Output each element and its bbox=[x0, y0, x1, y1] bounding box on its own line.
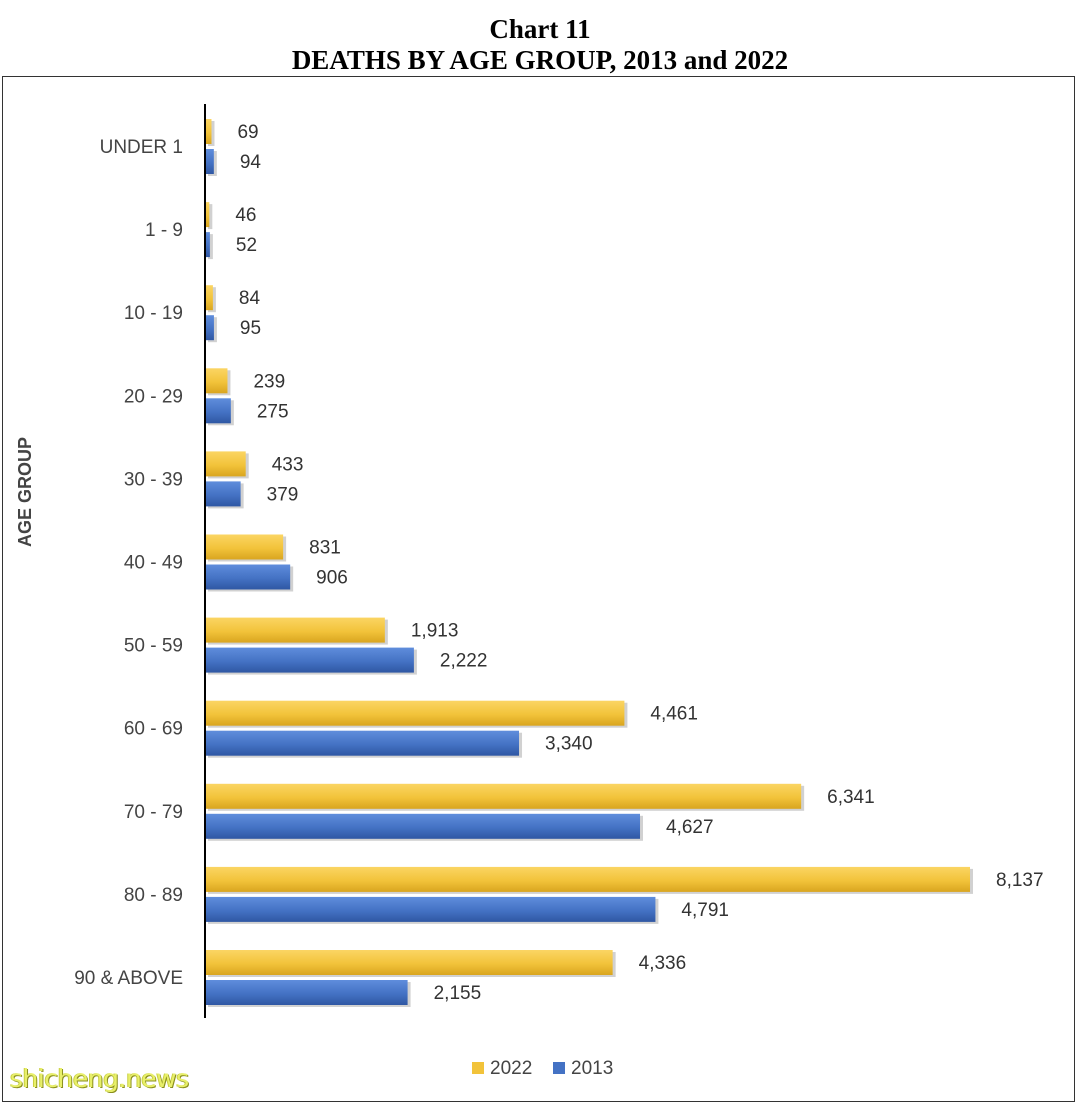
data-label: 4,627 bbox=[666, 817, 714, 838]
category-label: 30 - 39 bbox=[124, 469, 183, 490]
legend-swatch-2013 bbox=[553, 1062, 565, 1074]
data-label: 4,461 bbox=[650, 704, 698, 725]
category-label: 1 - 9 bbox=[145, 220, 183, 241]
bar-2013-3 bbox=[205, 398, 231, 424]
data-label: 906 bbox=[316, 568, 348, 589]
data-label: 84 bbox=[239, 288, 261, 309]
bar-2013-8 bbox=[205, 813, 641, 839]
bar-2013-9 bbox=[205, 896, 656, 922]
data-label: 2,222 bbox=[440, 651, 488, 672]
category-label: 10 - 19 bbox=[124, 303, 183, 324]
data-label: 275 bbox=[257, 401, 289, 422]
category-label: 50 - 59 bbox=[124, 636, 183, 657]
category-label: 20 - 29 bbox=[124, 386, 183, 407]
bar-shadow bbox=[208, 204, 213, 230]
data-label: 94 bbox=[240, 152, 262, 173]
data-label: 1,913 bbox=[411, 621, 459, 642]
bar-2013-0 bbox=[205, 149, 214, 174]
bar-2022-7 bbox=[205, 700, 625, 726]
bar-2013-7 bbox=[205, 730, 520, 756]
bar-2022-1 bbox=[205, 202, 210, 228]
chart-frame bbox=[2, 76, 1075, 1102]
category-label: 90 & ABOVE bbox=[74, 968, 183, 989]
data-label: 69 bbox=[237, 122, 258, 143]
data-label: 6,341 bbox=[827, 787, 875, 808]
category-label: UNDER 1 bbox=[100, 137, 183, 158]
data-label: 4,336 bbox=[639, 953, 687, 974]
category-label: 60 - 69 bbox=[124, 719, 183, 740]
category-label: 70 - 79 bbox=[124, 802, 183, 823]
bar-2022-9 bbox=[205, 866, 970, 892]
bar-shadow bbox=[208, 234, 213, 260]
legend: 2022 2013 bbox=[472, 1058, 613, 1079]
data-label: 831 bbox=[309, 538, 341, 559]
bar-2022-5 bbox=[205, 534, 284, 560]
chart-title: Chart 11 bbox=[489, 14, 591, 44]
bar-2022-2 bbox=[205, 285, 213, 311]
bar-2022-3 bbox=[205, 368, 228, 394]
bar-2013-1 bbox=[205, 232, 210, 258]
bar-2022-8 bbox=[205, 783, 802, 809]
bar-2022-6 bbox=[205, 617, 385, 643]
data-label: 239 bbox=[253, 371, 285, 392]
category-label: 40 - 49 bbox=[124, 553, 183, 574]
data-label: 3,340 bbox=[545, 734, 593, 755]
y-axis-label: AGE GROUP bbox=[15, 437, 35, 547]
legend-swatch-2022 bbox=[472, 1062, 484, 1074]
chart-subtitle: DEATHS BY AGE GROUP, 2013 and 2022 bbox=[291, 45, 789, 75]
bar-2013-4 bbox=[205, 481, 241, 507]
bar-2013-10 bbox=[205, 980, 408, 1005]
bar-2013-6 bbox=[205, 647, 414, 673]
data-label: 95 bbox=[240, 318, 261, 339]
data-label: 379 bbox=[267, 484, 299, 505]
data-label: 4,791 bbox=[681, 900, 729, 921]
bar-2013-5 bbox=[205, 564, 291, 590]
data-label: 8,137 bbox=[996, 870, 1044, 891]
bar-2013-2 bbox=[205, 315, 214, 341]
watermark: shicheng.news bbox=[10, 1064, 189, 1093]
data-label: 433 bbox=[272, 454, 304, 475]
legend-label-2013: 2013 bbox=[571, 1058, 613, 1079]
data-label: 52 bbox=[236, 235, 257, 256]
data-label: 46 bbox=[235, 205, 256, 226]
legend-label-2022: 2022 bbox=[490, 1058, 532, 1079]
bar-2022-0 bbox=[205, 119, 212, 144]
bar-2022-4 bbox=[205, 451, 246, 477]
data-label: 2,155 bbox=[434, 983, 482, 1004]
bar-2022-10 bbox=[205, 950, 613, 975]
category-label: 80 - 89 bbox=[124, 885, 183, 906]
